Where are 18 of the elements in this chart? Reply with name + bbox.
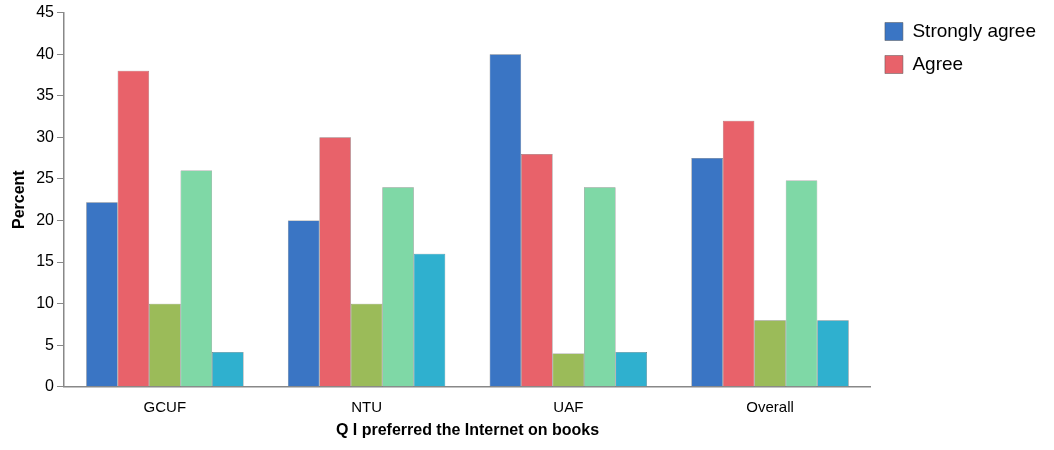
y-tick-label: 45 [36, 3, 55, 21]
y-tick-label: 25 [36, 169, 55, 187]
legend-label: Agree [912, 52, 964, 74]
y-tick-label: 5 [45, 335, 55, 353]
y-tick-label: 0 [45, 377, 55, 395]
legend-label: Strongly agree [912, 19, 1036, 41]
y-tick-label: 10 [36, 294, 55, 312]
y-tick-label: 35 [36, 86, 55, 104]
y-tick-label: 15 [36, 252, 55, 270]
y-tick-label: 20 [36, 210, 55, 228]
y-tick-label: 40 [36, 44, 55, 62]
x-tick-label: GCUF [143, 397, 187, 415]
y-axis-title: Percent [10, 169, 28, 230]
x-tick-label: UAF [553, 397, 584, 415]
x-tick-label: NTU [351, 397, 383, 415]
x-tick-label: Overall [746, 397, 794, 415]
x-axis-title: Q I preferred the Internet on books [335, 420, 600, 438]
y-tick-label: 30 [36, 127, 55, 145]
